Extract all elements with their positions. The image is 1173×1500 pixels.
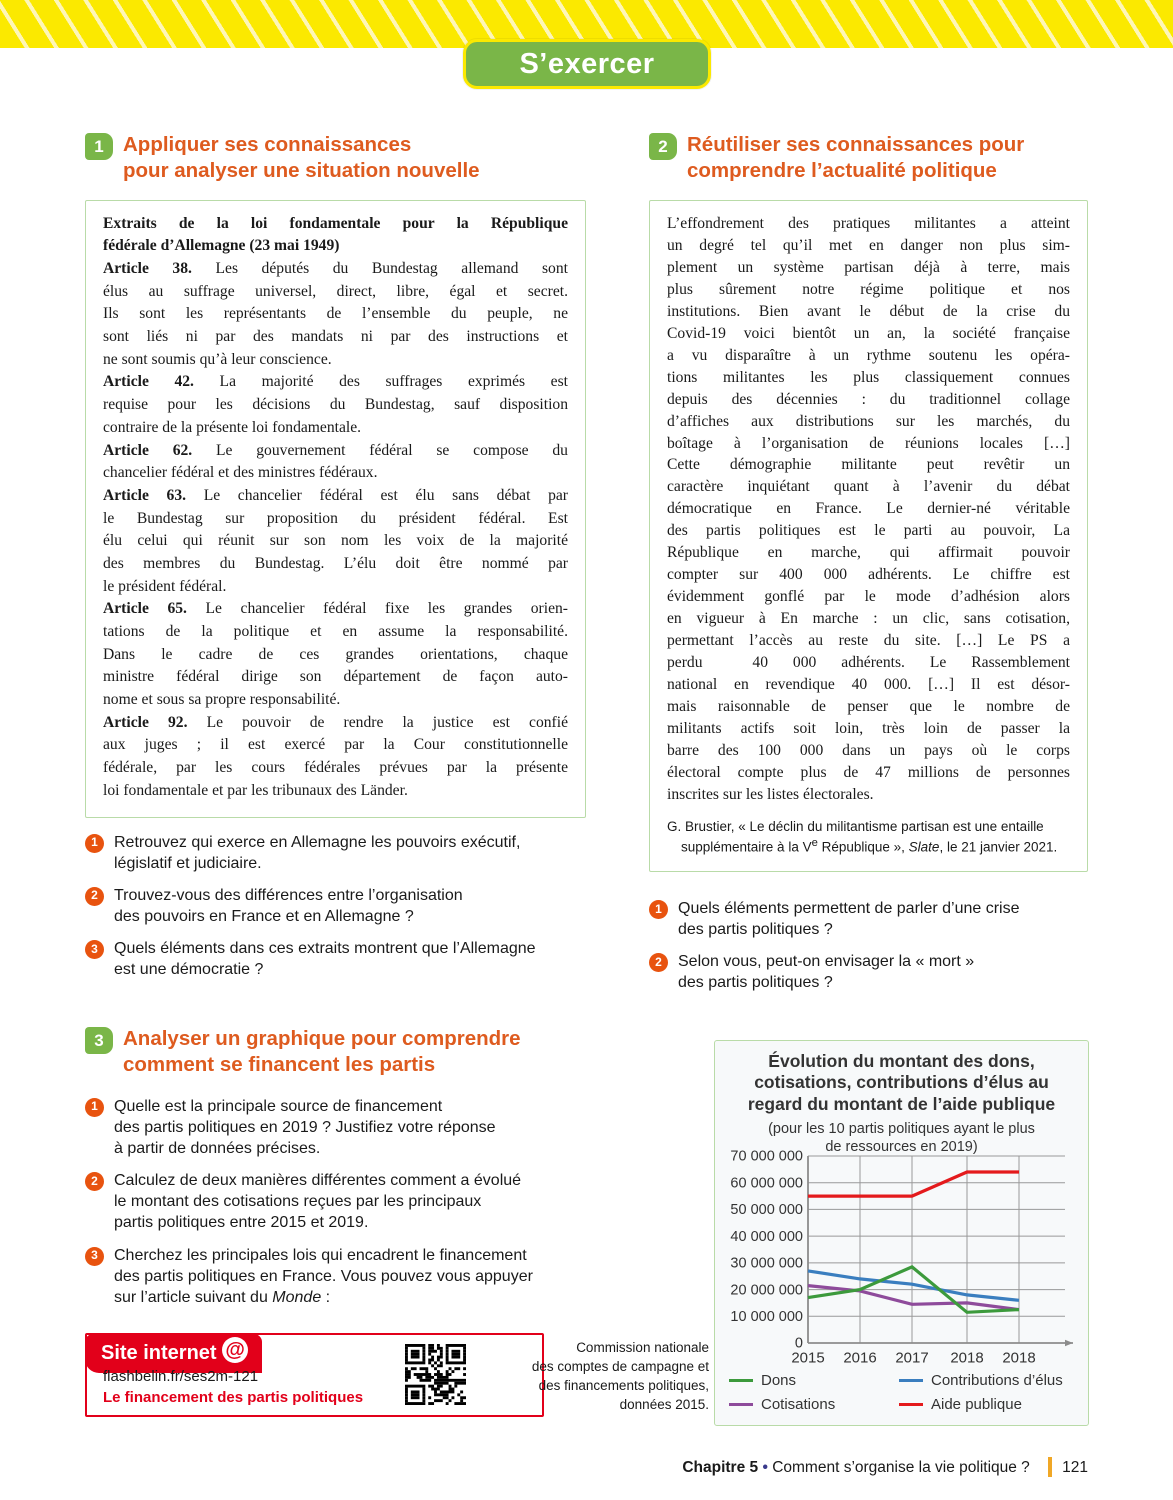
svg-text:10 000 000: 10 000 000 xyxy=(730,1309,803,1325)
svg-text:2015: 2015 xyxy=(791,1350,824,1367)
svg-text:2017: 2017 xyxy=(895,1350,928,1367)
svg-text:70 000 000: 70 000 000 xyxy=(730,1149,803,1165)
svg-text:2016: 2016 xyxy=(843,1350,876,1367)
svg-text:20 000 000: 20 000 000 xyxy=(730,1282,803,1298)
svg-text:2018: 2018 xyxy=(950,1350,983,1367)
svg-text:60 000 000: 60 000 000 xyxy=(730,1175,803,1191)
svg-text:40 000 000: 40 000 000 xyxy=(730,1229,803,1245)
svg-text:30 000 000: 30 000 000 xyxy=(730,1256,803,1272)
svg-text:50 000 000: 50 000 000 xyxy=(730,1202,803,1218)
svg-text:2018: 2018 xyxy=(1002,1350,1035,1367)
